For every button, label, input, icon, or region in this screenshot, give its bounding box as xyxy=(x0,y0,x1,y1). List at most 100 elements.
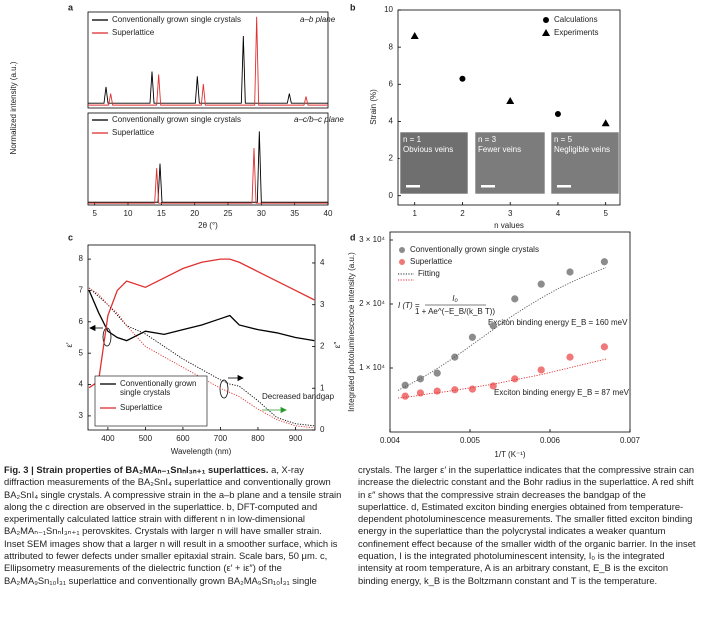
data-line xyxy=(88,131,328,203)
data-point xyxy=(506,97,515,104)
legend-label: Fitting xyxy=(418,269,440,278)
sem-inset xyxy=(550,131,620,195)
legend-label-box: Superlattice xyxy=(120,403,162,412)
x-tick-label: 40 xyxy=(324,209,333,218)
data-line xyxy=(88,147,328,204)
data-point xyxy=(433,369,441,377)
inset-label: n = 3 xyxy=(478,135,497,144)
arrowhead xyxy=(280,406,287,414)
plot-frame xyxy=(87,244,316,431)
x-tick-label: 400 xyxy=(101,434,115,443)
legend-symbol xyxy=(543,17,549,23)
y2-tick-label: 1 xyxy=(320,383,325,392)
y-tick-label: 8 xyxy=(79,254,84,263)
y-tick-label: 0 xyxy=(389,191,394,200)
data-point xyxy=(416,389,424,397)
x-tick-label: 2 xyxy=(460,209,465,218)
inset-text: Fewer veins xyxy=(478,145,521,154)
y2-axis-label: ε″ xyxy=(333,342,342,349)
data-line xyxy=(88,287,315,427)
plot-frame xyxy=(87,11,329,109)
annotation: Decreased bandgap xyxy=(262,392,335,401)
legend-label: Superlattice xyxy=(112,128,155,137)
x-tick-label: 20 xyxy=(190,209,199,218)
data-point xyxy=(468,385,476,393)
x-tick-label: 0.004 xyxy=(380,436,401,445)
legend-symbol xyxy=(542,29,550,36)
y2-tick-label: 4 xyxy=(320,258,325,267)
y-tick-label: 3 × 10⁴ xyxy=(359,235,385,244)
inset-label: n = 5 xyxy=(554,135,573,144)
x-tick-label: 0.007 xyxy=(620,436,641,445)
legend-label-box: Conventionally grown single crystals xyxy=(120,379,197,397)
x-axis-label: n values xyxy=(494,221,524,230)
equation-lhs: I (T) = xyxy=(398,301,420,310)
x-tick-label: 25 xyxy=(224,209,233,218)
x-tick-label: 0.005 xyxy=(460,436,481,445)
y-axis-label: Strain (%) xyxy=(369,89,378,125)
data-point xyxy=(451,386,459,394)
equation-numerator: I₀ xyxy=(452,294,458,303)
y-tick-label: 6 xyxy=(389,79,394,88)
data-line xyxy=(88,16,328,106)
y-tick-label: 7 xyxy=(79,286,84,295)
legend-label: Experiments xyxy=(554,28,598,37)
caption-body: a, X-ray diffraction measurements of the… xyxy=(4,464,696,586)
data-point xyxy=(511,295,519,303)
y-tick-label: 8 xyxy=(389,42,394,51)
annotation: a–b plane xyxy=(300,15,336,24)
data-point xyxy=(600,343,609,351)
panel-letter: b xyxy=(350,2,356,12)
y-tick-label: 2 xyxy=(389,154,394,163)
data-point xyxy=(511,375,519,383)
x-tick-label: 800 xyxy=(251,434,265,443)
x-tick-label: 0.006 xyxy=(540,436,561,445)
annotation: Exciton binding energy E_B = 160 meV xyxy=(488,318,628,327)
plot-frame xyxy=(87,112,329,206)
data-point xyxy=(416,375,424,383)
x-tick-label: 30 xyxy=(257,209,266,218)
data-point xyxy=(410,32,419,39)
legend-symbol xyxy=(399,259,405,265)
y-tick-label: 2 × 10⁴ xyxy=(359,299,385,308)
panel-letter: a xyxy=(68,2,74,12)
sem-inset xyxy=(474,131,546,195)
data-point xyxy=(566,268,574,276)
data-line xyxy=(88,290,315,342)
data-line xyxy=(88,287,315,429)
figure-panels: a Normalized intensity (a.u.) a–b plane Con… xyxy=(9,2,641,459)
y-tick-label: 6 xyxy=(79,317,84,326)
scale-bar xyxy=(557,185,571,188)
data-point xyxy=(459,75,466,82)
legend-label: Calculations xyxy=(554,15,598,24)
data-point xyxy=(401,381,409,389)
scale-bar xyxy=(481,185,495,188)
data-line xyxy=(88,258,315,389)
panel-letter: d xyxy=(350,232,356,242)
legend-label: Superlattice xyxy=(112,28,155,37)
data-point xyxy=(433,387,441,395)
x-tick-label: 700 xyxy=(214,434,228,443)
inset-label: n = 1 xyxy=(403,135,422,144)
legend-symbol xyxy=(399,247,405,253)
data-point xyxy=(537,366,545,374)
x-axis-label: Wavelength (nm) xyxy=(171,447,232,456)
arrowhead xyxy=(89,324,96,332)
x-tick-label: 10 xyxy=(124,209,133,218)
ellipse-marker xyxy=(219,379,229,399)
x-tick-label: 3 xyxy=(508,209,513,218)
y2-tick-label: 0 xyxy=(320,425,325,434)
y-tick-label: 10 xyxy=(384,5,393,14)
data-point xyxy=(537,280,545,288)
sem-inset xyxy=(399,131,469,195)
y-axis-label: Integrated photoluminescence intensity (… xyxy=(347,252,356,412)
data-line xyxy=(397,267,607,391)
x-axis-label: 2θ (°) xyxy=(198,221,218,230)
data-point xyxy=(554,111,561,117)
legend-label: Conventionally grown single crystals xyxy=(112,15,241,24)
legend-label: Conventionally grown single crystals xyxy=(120,379,197,397)
y-tick-label: 3 xyxy=(79,411,84,420)
data-point xyxy=(468,333,476,341)
x-tick-label: 1 xyxy=(412,209,417,218)
